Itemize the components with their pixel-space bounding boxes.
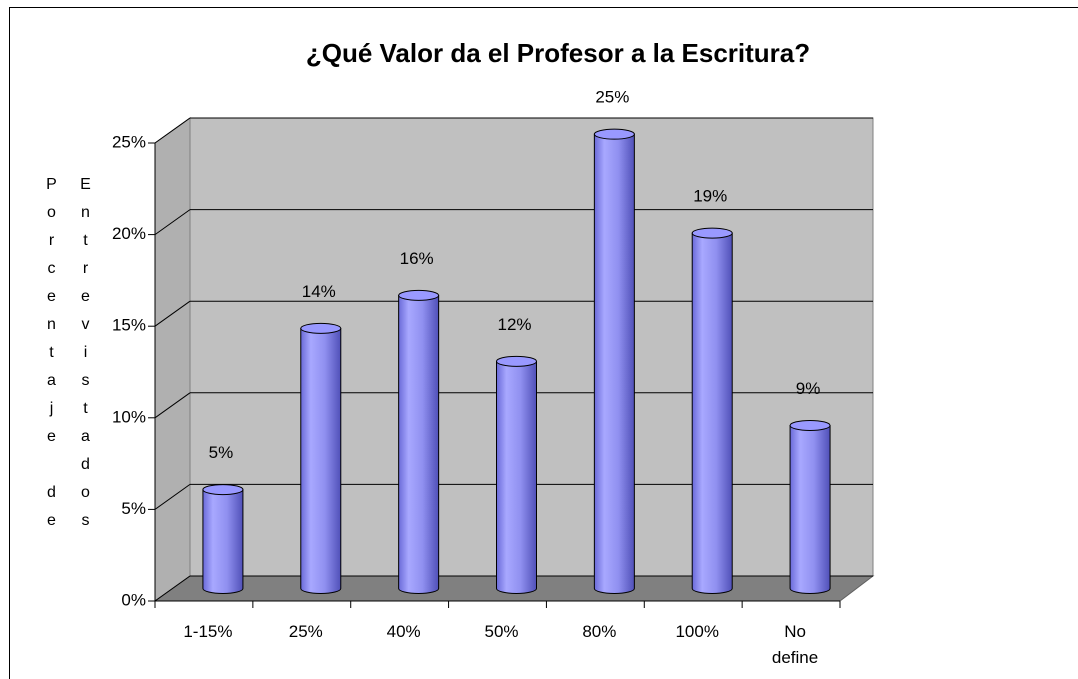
y-tick-label: 0% xyxy=(121,590,146,609)
bar-body xyxy=(300,327,342,594)
x-tick-label: 25% xyxy=(288,622,323,641)
x-tick-label: No define xyxy=(771,622,819,667)
chart-title: ¿Qué Valor da el Profesor a la Escritura… xyxy=(306,38,810,68)
x-tick-label: 80% xyxy=(582,622,617,641)
grid-line-side xyxy=(154,483,191,510)
side-wall xyxy=(154,117,191,602)
bar-body xyxy=(593,133,635,594)
bar xyxy=(496,355,537,594)
bar xyxy=(300,322,342,594)
grid-line-side xyxy=(154,300,191,327)
y-tick-label: 20% xyxy=(112,224,146,243)
bar-top xyxy=(593,128,635,140)
bar-top xyxy=(202,484,244,496)
data-label: 19% xyxy=(693,187,727,206)
bar-top xyxy=(300,322,342,334)
bar xyxy=(398,289,440,594)
grid-line-side xyxy=(154,392,191,419)
data-label: 9% xyxy=(796,379,821,398)
bar xyxy=(202,484,244,594)
grid-line-side xyxy=(154,117,191,144)
y-axis-label: Porcentaje de Entrevistados xyxy=(43,176,94,540)
y-tick-label: 15% xyxy=(112,316,146,335)
bar-body xyxy=(691,232,733,594)
bar-body xyxy=(398,294,440,594)
bar-top xyxy=(398,289,440,301)
x-tick-label: 100% xyxy=(675,622,719,641)
x-tick-label: 50% xyxy=(484,622,519,641)
bar-body xyxy=(789,424,831,594)
bar xyxy=(789,419,831,594)
data-label: 16% xyxy=(400,249,434,268)
bar xyxy=(593,128,635,594)
y-tick-label: 5% xyxy=(121,499,146,518)
bar-body xyxy=(496,360,537,594)
data-label: 12% xyxy=(497,315,531,334)
bar xyxy=(691,227,733,594)
y-tick-label: 25% xyxy=(112,132,146,151)
grid-line-side xyxy=(154,209,191,236)
data-label: 14% xyxy=(302,282,336,301)
bar-top xyxy=(789,419,831,431)
y-tick-label: 10% xyxy=(112,407,146,426)
x-tick-label: 40% xyxy=(386,622,421,641)
x-tick-label: 1-15% xyxy=(183,622,233,641)
bar-top xyxy=(691,227,733,239)
data-label: 5% xyxy=(209,443,234,462)
data-label: 25% xyxy=(595,88,629,107)
bar-top xyxy=(496,355,537,367)
bar-body xyxy=(202,489,244,594)
grid-line-side xyxy=(154,575,191,602)
